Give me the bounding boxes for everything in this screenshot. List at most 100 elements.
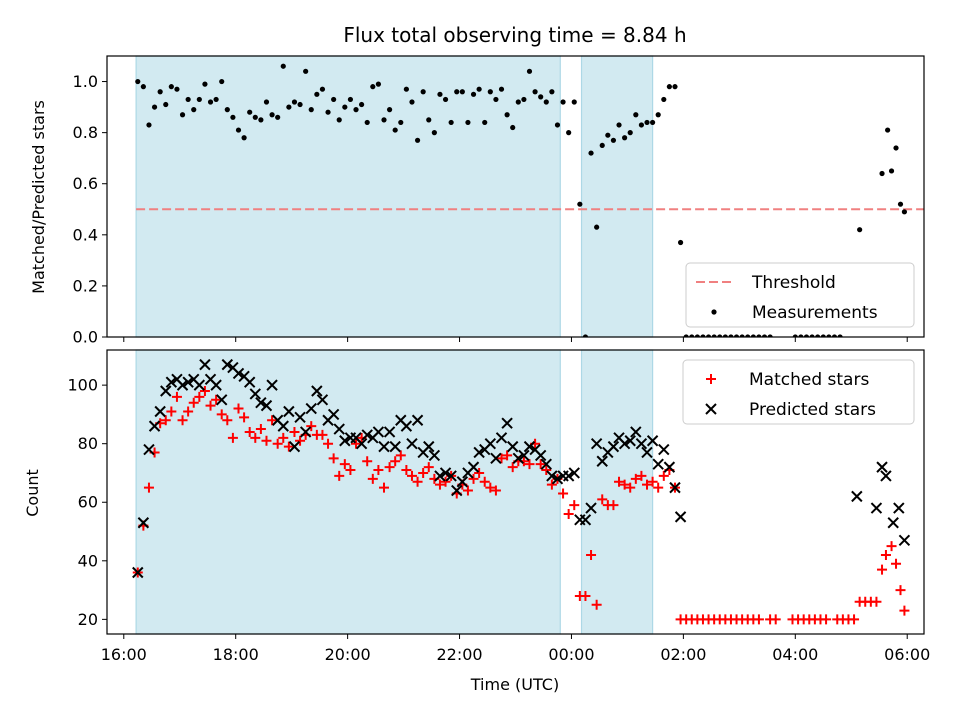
- data-point: [495, 432, 508, 444]
- panel2-y-axis-label: Count: [23, 469, 42, 517]
- data-point: [521, 96, 527, 103]
- data-point: [439, 467, 452, 479]
- data-point: [286, 104, 292, 110]
- data-point: [336, 117, 342, 123]
- data-point: [306, 421, 317, 432]
- data-point: [893, 145, 899, 151]
- data-point: [247, 109, 253, 115]
- data-point: [143, 482, 154, 493]
- data-point: [619, 479, 630, 490]
- data-point: [323, 438, 334, 449]
- data-point: [482, 119, 488, 126]
- data-point: [456, 476, 469, 488]
- data-point: [879, 170, 885, 177]
- data-point: [722, 334, 728, 337]
- data-point: [278, 432, 289, 443]
- data-point: [289, 426, 300, 437]
- series-dot: [135, 63, 908, 337]
- data-point: [474, 467, 485, 478]
- data-point: [355, 437, 368, 450]
- data-point: [403, 86, 409, 92]
- data-point: [299, 426, 312, 438]
- data-point: [711, 334, 717, 337]
- data-point: [288, 440, 301, 453]
- data-point: [193, 379, 206, 391]
- data-point: [891, 558, 902, 569]
- data-point: [504, 112, 510, 118]
- data-point: [579, 514, 592, 526]
- data-point: [733, 334, 740, 337]
- data-point: [653, 482, 664, 493]
- data-point: [183, 406, 194, 417]
- legend: Threshold Measurements: [685, 262, 915, 328]
- data-point: [221, 358, 234, 371]
- x-tick-label: 02:00: [660, 645, 706, 664]
- data-point: [837, 334, 843, 337]
- data-point: [591, 599, 602, 610]
- data-point: [255, 396, 267, 409]
- data-point: [442, 96, 449, 103]
- data-point: [275, 114, 281, 120]
- data-point: [871, 596, 882, 607]
- data-point: [535, 459, 546, 470]
- data-point: [588, 150, 594, 156]
- chart-title: Flux total observing time = 8.84 h: [343, 23, 686, 47]
- data-point: [658, 470, 669, 481]
- data-point: [216, 409, 227, 420]
- data-point: [375, 81, 382, 87]
- data-point: [359, 101, 365, 108]
- data-point: [261, 435, 272, 446]
- data-point: [345, 465, 356, 476]
- data-point: [803, 334, 810, 337]
- data-point: [353, 107, 359, 113]
- data-point: [750, 334, 756, 337]
- data-point: [885, 127, 891, 133]
- data-point: [283, 405, 295, 418]
- data-point: [607, 440, 620, 453]
- data-point: [663, 461, 676, 473]
- data-point: [518, 449, 530, 462]
- x-tick-label: 06:00: [884, 645, 930, 664]
- data-point: [331, 96, 337, 103]
- data-point: [599, 142, 605, 149]
- data-point: [610, 137, 617, 143]
- legend-label: Predicted stars: [749, 400, 876, 420]
- data-point: [887, 517, 899, 529]
- data-point: [717, 334, 723, 337]
- data-point: [182, 376, 194, 388]
- data-point: [510, 124, 516, 131]
- data-point: [476, 86, 482, 92]
- y-tick-label: 0.2: [73, 276, 98, 295]
- data-point: [655, 112, 661, 118]
- data-layer: [132, 358, 911, 625]
- data-point: [484, 437, 497, 450]
- data-point: [608, 500, 619, 511]
- data-point: [398, 119, 404, 126]
- data-point: [694, 334, 700, 337]
- data-point: [199, 385, 210, 396]
- data-point: [870, 502, 883, 514]
- data-point: [243, 376, 256, 388]
- data-point: [851, 490, 863, 503]
- data-point: [316, 394, 329, 406]
- data-point: [146, 122, 152, 128]
- data-point: [177, 415, 188, 426]
- data-point: [211, 394, 222, 405]
- axes-frame: [106, 55, 925, 338]
- data-point: [880, 549, 891, 560]
- data-point: [418, 467, 429, 478]
- data-point: [649, 119, 656, 126]
- axes-frame: [106, 349, 925, 635]
- data-point: [434, 479, 445, 490]
- data-point: [633, 112, 639, 118]
- data-point: [614, 476, 625, 487]
- data-point: [148, 420, 161, 432]
- data-point: [386, 107, 393, 113]
- data-point: [230, 114, 236, 120]
- data-point: [445, 470, 457, 482]
- data-point: [898, 534, 911, 547]
- y-tick-label: 0.0: [73, 328, 98, 347]
- data-layer: [135, 63, 908, 337]
- data-point: [899, 605, 910, 616]
